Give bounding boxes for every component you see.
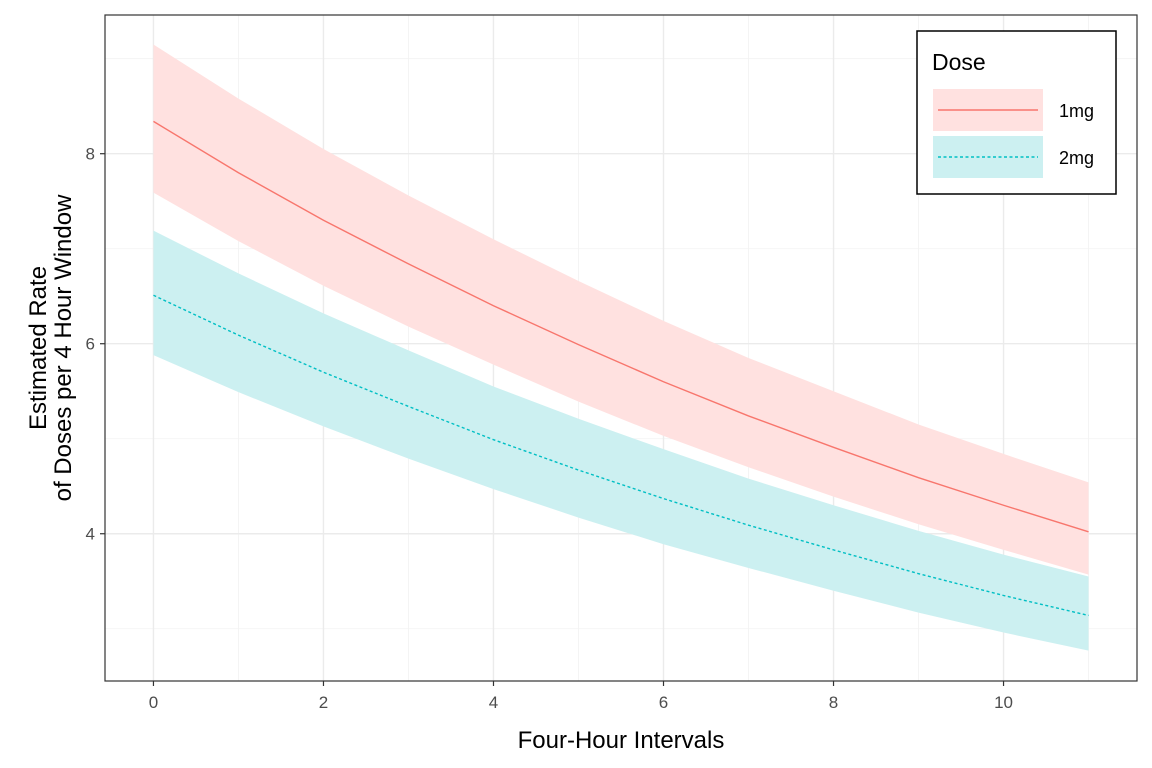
plot-panel-border [104, 14, 1138, 682]
legend-item-2mg: 2mg [933, 136, 1094, 178]
y-axis-title-line-2: of Doses per 4 Hour Window [50, 194, 77, 501]
x-tick-label: 4 [489, 693, 498, 712]
x-tick-label: 8 [829, 693, 838, 712]
confidence-bands [153, 44, 1089, 651]
x-tick-label: 6 [659, 693, 668, 712]
line-2mg [153, 294, 1089, 617]
y-tick-label: 8 [86, 145, 95, 164]
band-2mg [153, 230, 1089, 651]
x-tick-label: 0 [149, 693, 158, 712]
line-1mg [153, 120, 1089, 533]
x-axis-title: Four-Hour Intervals [518, 727, 725, 754]
legend-title: Dose [932, 49, 986, 75]
y-tick-label: 4 [86, 525, 95, 544]
y-axis-title-line-1: Estimated Rate [25, 266, 52, 430]
legend-item-1mg: 1mg [933, 89, 1094, 131]
x-tick-label: 2 [319, 693, 328, 712]
legend-label: 1mg [1059, 101, 1094, 121]
series-lines [153, 120, 1089, 617]
y-tick-label: 6 [86, 335, 95, 354]
axis-ticks: 0 2 4 6 8 10 4 6 8 [86, 145, 1013, 712]
legend-label: 2mg [1059, 148, 1094, 168]
legend: Dose 1mg 2mg [916, 30, 1117, 195]
x-tick-label: 10 [994, 693, 1013, 712]
band-1mg [153, 44, 1089, 575]
